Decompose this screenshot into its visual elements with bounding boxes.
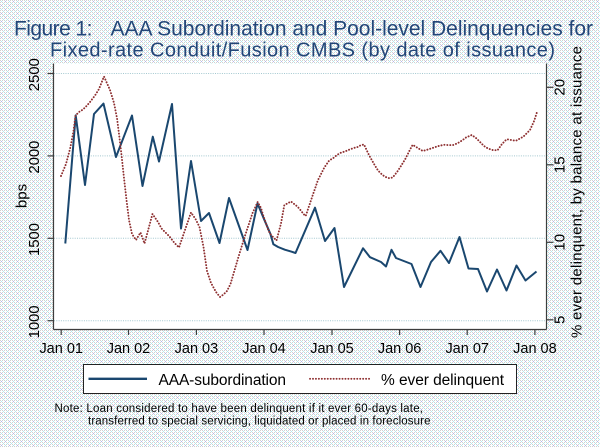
svg-text:Jan 01: Jan 01 xyxy=(39,341,82,357)
svg-text:Fixed-rate Conduit/Fusion CMBS: Fixed-rate Conduit/Fusion CMBS (by date … xyxy=(50,40,555,62)
svg-text:AAA-subordination: AAA-subordination xyxy=(159,372,287,389)
svg-text:2000: 2000 xyxy=(26,141,43,174)
svg-text:20: 20 xyxy=(551,79,568,96)
svg-text:bps: bps xyxy=(13,184,30,208)
svg-text:10: 10 xyxy=(551,234,568,251)
svg-text:Note: Loan considered to have: Note: Loan considered to have been delin… xyxy=(55,403,424,415)
svg-text:15: 15 xyxy=(551,156,568,173)
svg-text:Jan 07: Jan 07 xyxy=(445,341,489,357)
svg-text:Jan 02: Jan 02 xyxy=(107,341,151,357)
svg-text:2500: 2500 xyxy=(26,58,43,91)
svg-text:Jan 05: Jan 05 xyxy=(310,341,354,357)
svg-text:% ever delinquent: % ever delinquent xyxy=(381,372,505,389)
svg-text:1000: 1000 xyxy=(26,305,43,338)
svg-text:Jan 08: Jan 08 xyxy=(513,341,557,357)
svg-text:Figure 1:: Figure 1: xyxy=(14,17,93,40)
svg-text:1500: 1500 xyxy=(26,223,43,256)
svg-text:transferred to special servici: transferred to special servicing, liquid… xyxy=(88,415,431,427)
svg-text:Jan 03: Jan 03 xyxy=(175,341,219,357)
svg-text:AAA Subordination and Pool-lev: AAA Subordination and Pool-level Delinqu… xyxy=(111,17,594,40)
svg-text:Jan 06: Jan 06 xyxy=(378,341,422,357)
svg-text:% ever delinquent, by balance: % ever delinquent, by balance at issuanc… xyxy=(569,46,586,338)
svg-text:Jan 04: Jan 04 xyxy=(242,341,286,357)
svg-text:5: 5 xyxy=(551,316,568,324)
